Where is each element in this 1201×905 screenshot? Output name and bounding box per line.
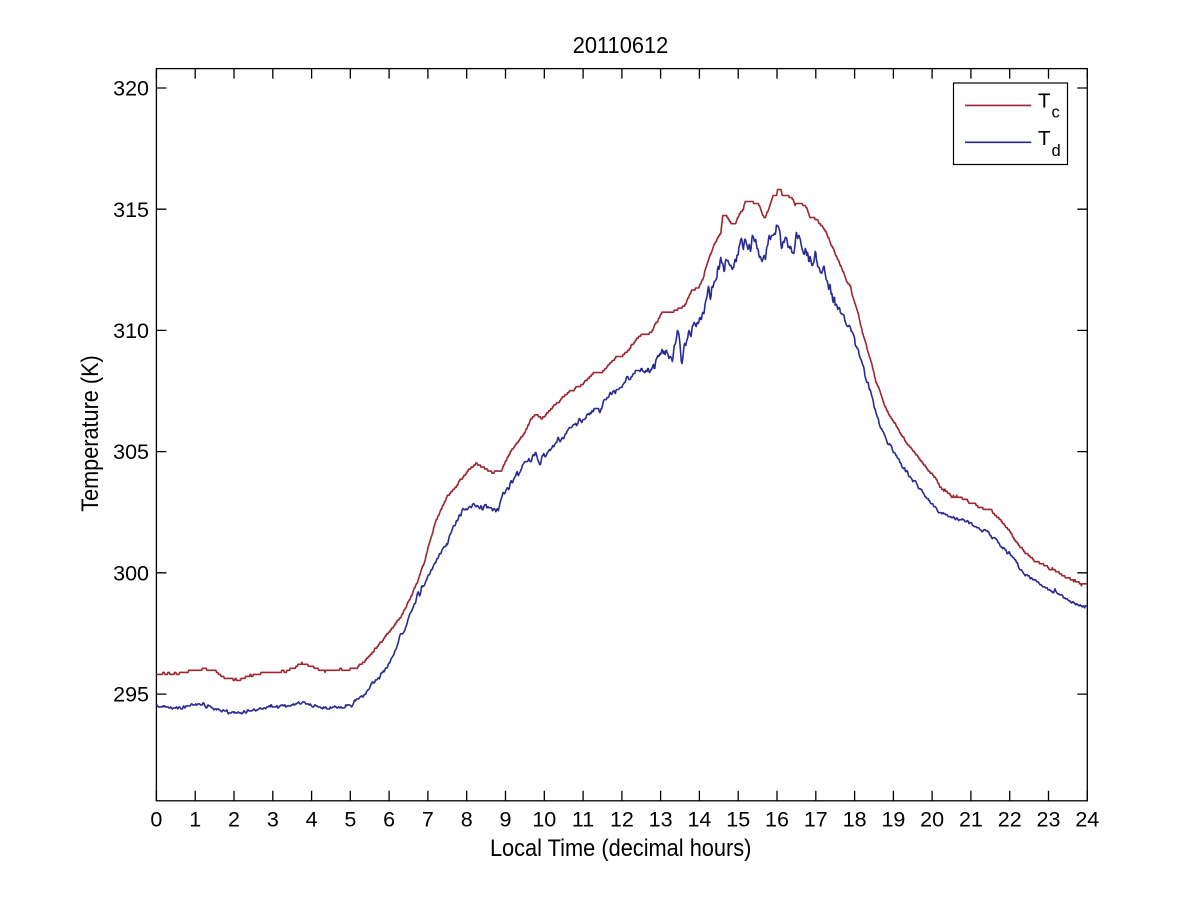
svg-text:c: c bbox=[1052, 103, 1060, 121]
svg-text:17: 17 bbox=[804, 808, 828, 832]
svg-text:12: 12 bbox=[610, 808, 634, 832]
svg-text:0: 0 bbox=[150, 808, 162, 832]
svg-text:15: 15 bbox=[726, 808, 750, 832]
svg-text:Local Time (decimal hours): Local Time (decimal hours) bbox=[490, 835, 752, 862]
svg-text:14: 14 bbox=[687, 808, 711, 832]
svg-text:11: 11 bbox=[572, 808, 594, 832]
svg-text:20110612: 20110612 bbox=[573, 32, 669, 58]
svg-text:6: 6 bbox=[383, 808, 395, 832]
svg-text:19: 19 bbox=[881, 808, 905, 832]
svg-text:1: 1 bbox=[189, 808, 201, 832]
svg-text:23: 23 bbox=[1037, 808, 1061, 832]
svg-text:295: 295 bbox=[113, 683, 149, 707]
svg-text:22: 22 bbox=[998, 808, 1022, 832]
svg-text:320: 320 bbox=[113, 77, 149, 101]
svg-text:2: 2 bbox=[228, 808, 240, 832]
svg-text:300: 300 bbox=[113, 561, 149, 585]
svg-text:7: 7 bbox=[422, 808, 434, 832]
svg-text:T: T bbox=[1038, 127, 1051, 150]
svg-text:305: 305 bbox=[113, 440, 149, 464]
svg-text:9: 9 bbox=[500, 808, 512, 832]
svg-text:310: 310 bbox=[113, 319, 149, 343]
svg-text:4: 4 bbox=[306, 808, 318, 832]
svg-text:T: T bbox=[1038, 90, 1051, 113]
svg-text:5: 5 bbox=[344, 808, 356, 832]
svg-text:315: 315 bbox=[113, 198, 149, 222]
svg-text:16: 16 bbox=[765, 808, 789, 832]
svg-text:21: 21 bbox=[959, 808, 983, 832]
svg-text:3: 3 bbox=[267, 808, 279, 832]
svg-text:20: 20 bbox=[920, 808, 944, 832]
svg-text:13: 13 bbox=[649, 808, 673, 832]
svg-text:24: 24 bbox=[1075, 808, 1099, 832]
svg-text:10: 10 bbox=[532, 808, 556, 832]
svg-text:Temperature (K): Temperature (K) bbox=[77, 355, 104, 512]
svg-text:18: 18 bbox=[843, 808, 867, 832]
svg-text:d: d bbox=[1052, 142, 1061, 160]
svg-text:8: 8 bbox=[461, 808, 473, 832]
